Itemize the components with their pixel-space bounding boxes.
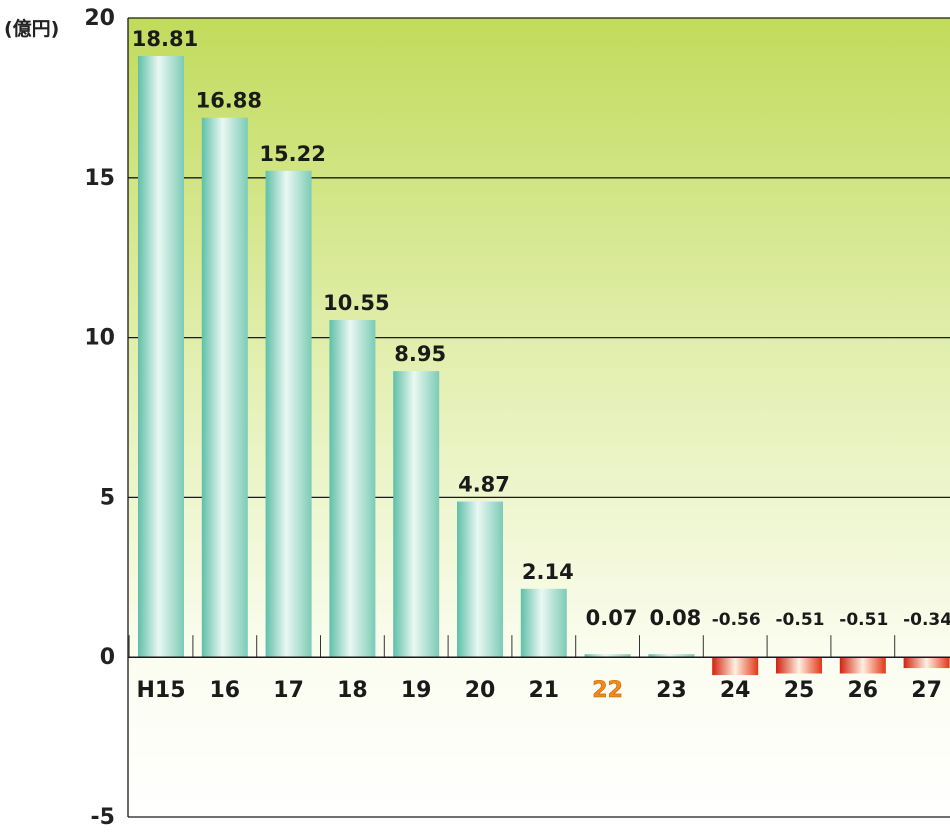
bar-18 [329,320,376,658]
y-tick-label: 5 [100,485,115,510]
y-tick-label: -5 [91,805,115,830]
category-label-19: 19 [401,678,432,703]
category-label-17: 17 [273,678,304,703]
category-label-22: 22 [592,678,623,703]
value-label-18: 10.55 [323,291,389,315]
category-label-H15: H15 [136,678,185,703]
value-label-20: 4.87 [458,473,510,497]
value-label-21: 2.14 [522,560,574,584]
value-label-17: 15.22 [259,142,325,166]
bar-23 [648,654,695,658]
category-label-23: 23 [656,678,687,703]
y-tick-label: 0 [100,645,115,670]
category-label-26: 26 [847,678,878,703]
value-label-26: -0.51 [839,610,888,630]
bar-22 [584,654,631,658]
value-label-24: -0.56 [712,610,761,630]
category-label-25: 25 [784,678,815,703]
bar-20 [457,501,503,658]
bar-17 [265,170,312,658]
category-label-16: 16 [209,678,240,703]
category-label-18: 18 [337,678,368,703]
y-tick-label: 10 [84,326,115,351]
bar-16 [201,117,248,658]
value-label-27: -0.34 [903,610,950,630]
category-label-24: 24 [720,678,751,703]
value-label-19: 8.95 [394,342,446,366]
category-label-27: 27 [911,678,942,703]
bar-21 [520,588,567,658]
bar-24 [712,657,759,676]
value-label-25: -0.51 [776,610,825,630]
plot-background [128,18,950,817]
bar-H15 [138,56,184,658]
y-tick-label: 20 [84,6,115,31]
category-label-21: 21 [528,678,559,703]
bar-25 [776,657,822,674]
y-axis-unit-label: (億円) [4,17,59,40]
bar-26 [839,657,886,674]
y-tick-label: 15 [84,166,115,191]
bar-27 [903,657,950,669]
value-label-H15: 18.81 [132,27,198,51]
value-label-23: 0.08 [649,606,701,630]
value-label-16: 16.88 [196,89,262,113]
bar-19 [393,371,440,658]
value-label-22: 0.07 [586,606,638,630]
category-label-20: 20 [465,678,496,703]
